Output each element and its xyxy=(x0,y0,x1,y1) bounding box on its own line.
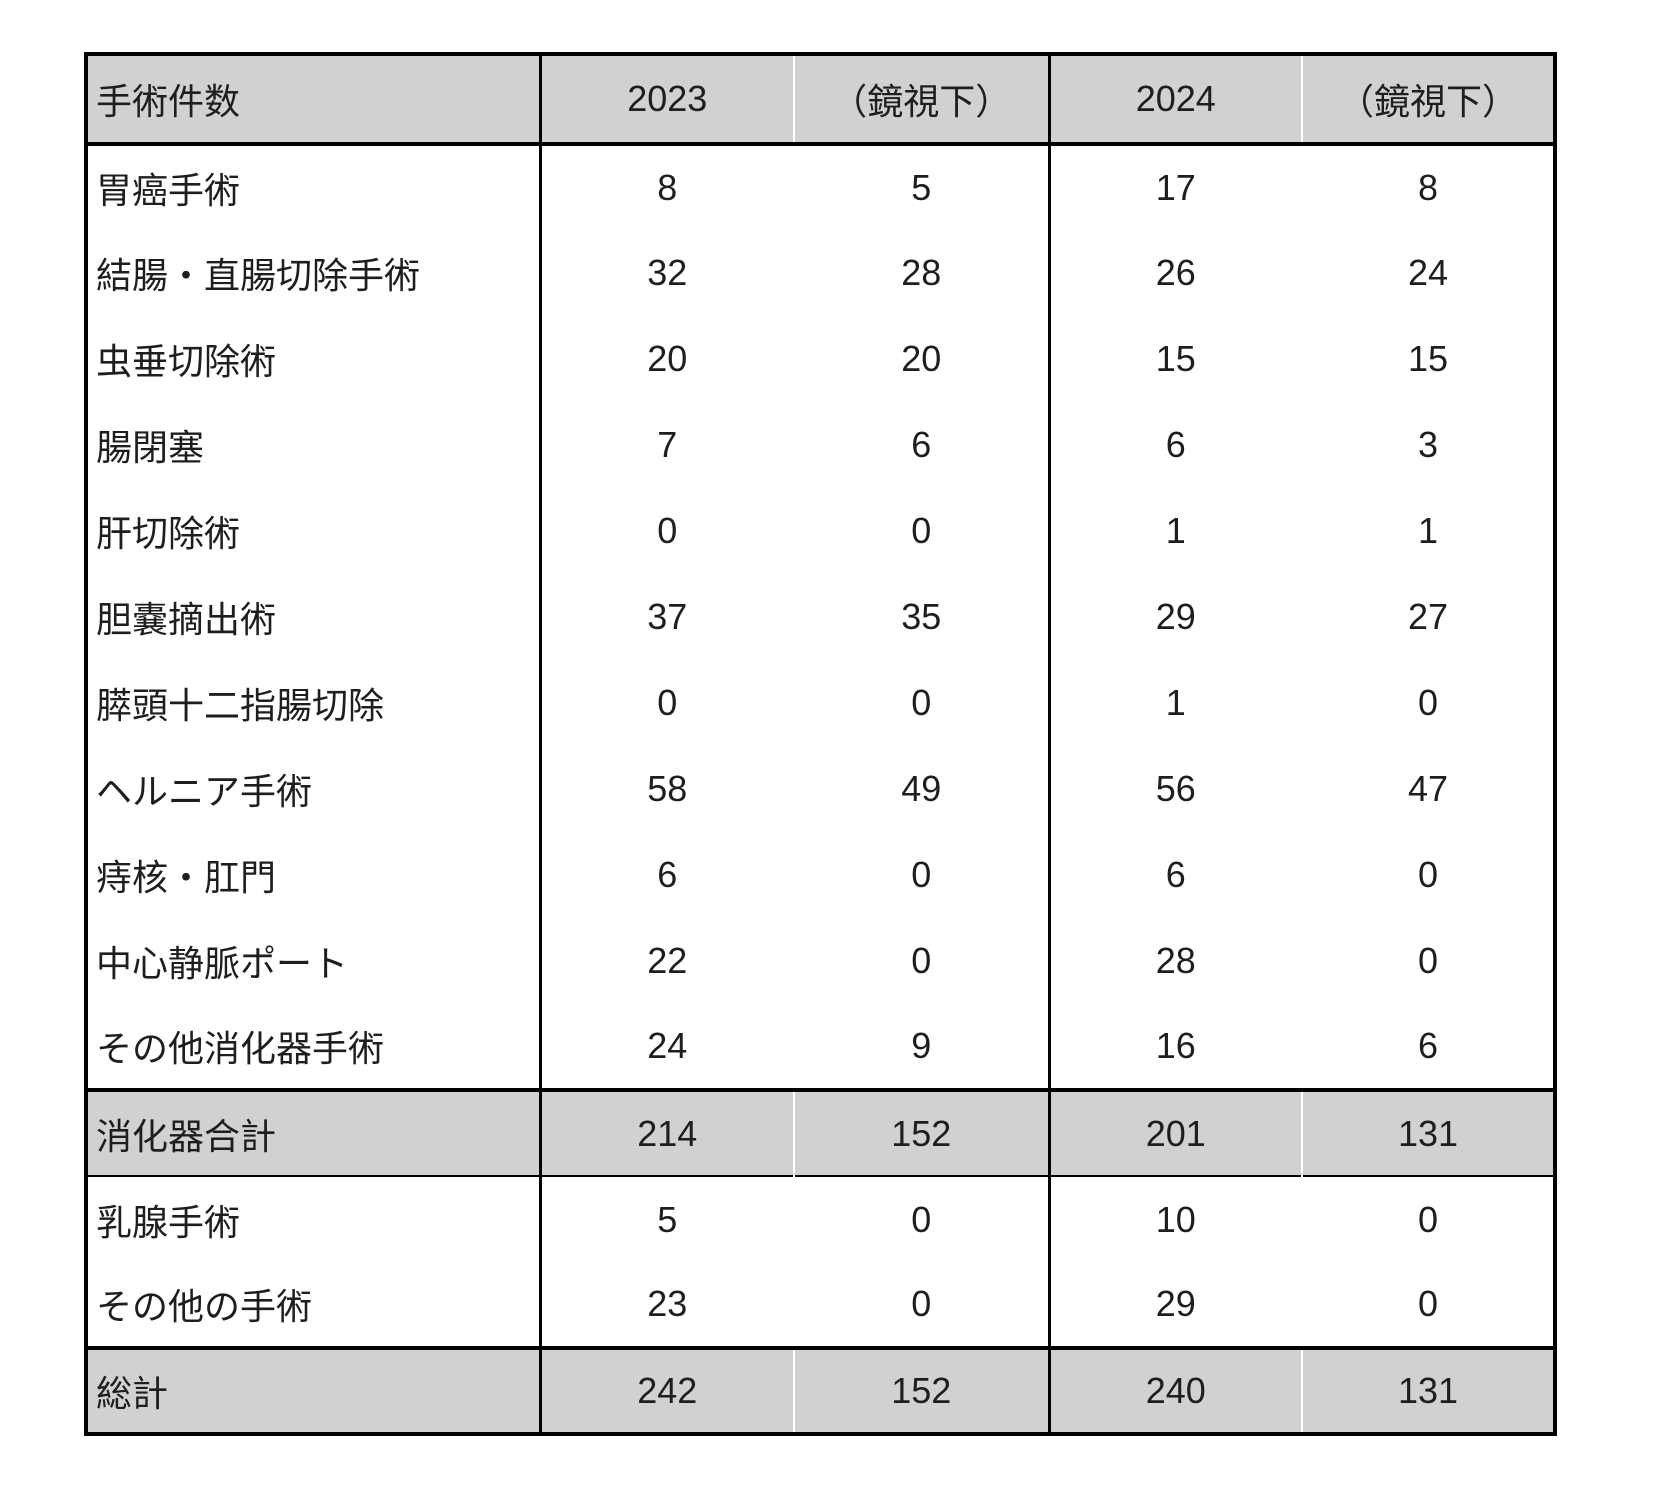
cell-value: 6 xyxy=(1049,832,1303,918)
row-label: 腸閉塞 xyxy=(86,402,542,488)
cell-value: 15 xyxy=(1049,316,1303,402)
cell-value: 27 xyxy=(1407,596,1449,637)
row-label: 総計 xyxy=(86,1348,542,1434)
table-row: その他の手術 23 0 29 0 xyxy=(86,1262,1555,1348)
cell-value: 37 xyxy=(540,574,795,660)
cell-value: 1 xyxy=(1049,488,1303,574)
cell-value: 20 xyxy=(540,316,795,402)
row-label: 虫垂切除術 xyxy=(86,316,542,402)
column-header: （鏡視下） xyxy=(794,54,1051,144)
table-row: 胆嚢摘出術 37 35 29 27 xyxy=(86,574,1555,660)
cell-value: 32 xyxy=(540,230,795,316)
cell-value: 8 xyxy=(540,144,795,230)
cell-value: 17 xyxy=(1049,144,1303,230)
cell-value: 0 xyxy=(1417,1283,1439,1324)
cell-value: 47 xyxy=(1407,768,1449,809)
cell-value: 0 xyxy=(794,918,1051,1004)
cell-value: 6 xyxy=(1049,402,1303,488)
table-row: 総計 242 152 240 131 xyxy=(86,1348,1555,1434)
cell-value: 0 xyxy=(540,660,795,746)
cell-value: 49 xyxy=(794,746,1051,832)
cell-value: 16 xyxy=(1049,1004,1303,1090)
cell-value: 3 xyxy=(1417,424,1439,465)
row-label: 中心静脈ポート xyxy=(86,918,542,1004)
cell-value: 15 xyxy=(1407,338,1449,379)
cell-value: 0 xyxy=(540,488,795,574)
cell-value: 0 xyxy=(1417,682,1439,723)
cell-value: 28 xyxy=(794,230,1051,316)
table-title-cell: 手術件数 xyxy=(86,54,542,144)
cell-value: 152 xyxy=(794,1348,1051,1434)
cell-value: 5 xyxy=(540,1176,795,1262)
cell-value: 26 xyxy=(1049,230,1303,316)
cell-value: 7 xyxy=(540,402,795,488)
row-label: 痔核・肛門 xyxy=(86,832,542,918)
cell-value: 24 xyxy=(540,1004,795,1090)
cell-value: 0 xyxy=(794,488,1051,574)
cell-value: 28 xyxy=(1049,918,1303,1004)
table-row: 腸閉塞 7 6 6 3 xyxy=(86,402,1555,488)
column-header: 2024 xyxy=(1049,54,1303,144)
cell-value: 131 xyxy=(1397,1112,1459,1154)
cell-value: 20 xyxy=(794,316,1051,402)
row-label: 消化器合計 xyxy=(86,1090,542,1176)
cell-value: 6 xyxy=(1417,1025,1439,1066)
cell-value: 6 xyxy=(794,402,1051,488)
table-row: 膵頭十二指腸切除 0 0 1 0 xyxy=(86,660,1555,746)
cell-value: 201 xyxy=(1049,1090,1303,1176)
cell-value: 5 xyxy=(794,144,1051,230)
table-row: 中心静脈ポート 22 0 28 0 xyxy=(86,918,1555,1004)
table-row: 痔核・肛門 6 0 6 0 xyxy=(86,832,1555,918)
cell-value: 24 xyxy=(1407,252,1449,293)
cell-value: 56 xyxy=(1049,746,1303,832)
row-label: 乳腺手術 xyxy=(86,1176,542,1262)
cell-value: 0 xyxy=(1417,1198,1439,1240)
table-row: 胃癌手術 8 5 17 8 xyxy=(86,144,1555,230)
row-label: 膵頭十二指腸切除 xyxy=(86,660,542,746)
table-row: その他消化器手術 24 9 16 6 xyxy=(86,1004,1555,1090)
table-row: 乳腺手術 5 0 10 0 xyxy=(86,1176,1555,1262)
cell-value: 8 xyxy=(1417,167,1439,208)
cell-value: 10 xyxy=(1049,1176,1303,1262)
column-header: 2023 xyxy=(540,54,795,144)
row-label: 結腸・直腸切除手術 xyxy=(86,230,542,316)
table-row: 虫垂切除術 20 20 15 15 xyxy=(86,316,1555,402)
row-label: ヘルニア手術 xyxy=(86,746,542,832)
row-label: 胃癌手術 xyxy=(86,144,542,230)
table-row: 肝切除術 0 0 1 1 xyxy=(86,488,1555,574)
table-row: ヘルニア手術 58 49 56 47 xyxy=(86,746,1555,832)
cell-value: 0 xyxy=(794,1262,1051,1348)
cell-value: 214 xyxy=(540,1090,795,1176)
row-label: その他の手術 xyxy=(86,1262,542,1348)
cell-value: 6 xyxy=(540,832,795,918)
header-row: 手術件数 2023 （鏡視下） 2024 （鏡視下） xyxy=(86,54,1555,144)
cell-value: 35 xyxy=(794,574,1051,660)
cell-value: 23 xyxy=(540,1262,795,1348)
row-label: 胆嚢摘出術 xyxy=(86,574,542,660)
surgery-count-table: 手術件数 2023 （鏡視下） 2024 （鏡視下） 胃癌手術 8 5 17 8 結腸・直腸切除… xyxy=(84,52,1557,1436)
row-label: 肝切除術 xyxy=(86,488,542,574)
cell-value: 0 xyxy=(1417,854,1439,895)
cell-value: 0 xyxy=(794,1176,1051,1262)
row-label: その他消化器手術 xyxy=(86,1004,542,1090)
cell-value: 240 xyxy=(1049,1348,1303,1434)
cell-value: 9 xyxy=(794,1004,1051,1090)
table-row: 消化器合計 214 152 201 131 xyxy=(86,1090,1555,1176)
table-row: 結腸・直腸切除手術 32 28 26 24 xyxy=(86,230,1555,316)
cell-value: 29 xyxy=(1049,1262,1303,1348)
cell-value: 1 xyxy=(1049,660,1303,746)
table-body: 胃癌手術 8 5 17 8 結腸・直腸切除手術 32 28 26 24 虫垂切除術 20 20 15 15 腸… xyxy=(86,144,1555,1434)
cell-value: 1 xyxy=(1417,510,1439,551)
cell-value: 22 xyxy=(540,918,795,1004)
cell-value: 242 xyxy=(540,1348,795,1434)
cell-value: 0 xyxy=(794,660,1051,746)
cell-value: 131 xyxy=(1397,1370,1459,1411)
cell-value: 58 xyxy=(540,746,795,832)
cell-value: 152 xyxy=(794,1090,1051,1176)
cell-value: 29 xyxy=(1049,574,1303,660)
column-header: （鏡視下） xyxy=(1302,54,1555,144)
cell-value: 0 xyxy=(794,832,1051,918)
cell-value: 0 xyxy=(1417,940,1439,981)
